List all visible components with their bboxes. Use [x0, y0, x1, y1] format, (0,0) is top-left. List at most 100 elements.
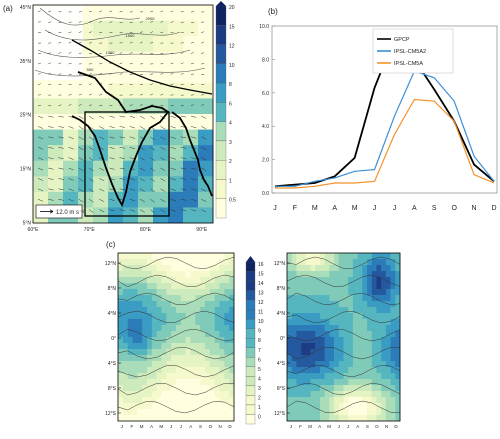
wind-vector — [88, 93, 92, 96]
field-cell — [153, 145, 169, 162]
field-cell — [219, 313, 225, 320]
field-cell — [142, 253, 148, 260]
field-cell — [205, 391, 211, 398]
field-cell — [205, 343, 211, 350]
field-cell — [48, 145, 64, 162]
field-cell — [229, 319, 235, 326]
wind-vector — [129, 62, 133, 65]
colorbar-segment — [245, 271, 256, 282]
field-cell — [151, 397, 157, 404]
field-cell — [357, 385, 363, 392]
wind-vector — [190, 178, 197, 181]
field-cell — [395, 319, 401, 326]
field-cell — [301, 415, 307, 422]
field-cell — [371, 253, 377, 260]
field-cell — [127, 337, 133, 344]
field-cell — [224, 361, 230, 368]
field-cell — [93, 98, 109, 115]
field-cell — [219, 355, 225, 362]
field-cell — [166, 373, 172, 380]
y-tick-label: 35°N — [20, 59, 32, 65]
x-tick-label: M — [327, 424, 331, 429]
field-cell — [127, 397, 133, 404]
field-cell — [123, 145, 139, 162]
field-cell — [329, 391, 335, 398]
field-cell — [205, 415, 211, 422]
field-cell — [229, 409, 235, 416]
colorbar-segment — [215, 63, 227, 84]
field-cell — [381, 319, 387, 326]
field-cell — [324, 295, 330, 302]
field-cell — [390, 397, 396, 404]
field-cell — [319, 337, 325, 344]
field-cell — [348, 253, 354, 260]
wind-vector — [170, 136, 176, 139]
field-cell — [195, 259, 201, 266]
field-cell — [214, 277, 220, 284]
field-cell — [224, 301, 230, 308]
field-cell — [224, 307, 230, 314]
field-cell — [151, 265, 157, 272]
field-cell — [310, 253, 316, 260]
wind-vector — [139, 178, 145, 182]
field-cell — [352, 325, 358, 332]
field-cell — [376, 265, 382, 272]
field-cell — [219, 409, 225, 416]
field-cell — [185, 325, 191, 332]
field-cell — [166, 367, 172, 374]
field-cell — [132, 409, 138, 416]
field-cell — [161, 289, 167, 296]
field-cell — [319, 259, 325, 266]
field-cell — [381, 391, 387, 398]
y-tick-label: 25°N — [20, 113, 32, 119]
wind-vector — [180, 73, 184, 75]
wind-vector — [58, 136, 64, 139]
field-cell — [324, 259, 330, 266]
field-cell — [190, 349, 196, 356]
wind-vector — [99, 188, 105, 192]
field-cell — [291, 409, 297, 416]
field-cell — [190, 379, 196, 386]
field-cell — [319, 265, 325, 272]
field-cell — [151, 403, 157, 410]
field-cell — [122, 289, 128, 296]
field-cell — [395, 289, 401, 296]
field-cell — [229, 367, 235, 374]
colorbar-tick-label: 15 — [258, 272, 264, 278]
field-cell — [180, 313, 186, 320]
field-cell — [229, 325, 235, 332]
field-cell — [334, 259, 340, 266]
field-cell — [161, 403, 167, 410]
wind-vector — [160, 209, 166, 213]
field-cell — [137, 367, 143, 374]
field-cell — [137, 259, 143, 266]
wind-vector — [78, 104, 82, 106]
field-cell — [138, 5, 154, 21]
field-cell — [291, 343, 297, 350]
colorbar-tick-label: 10 — [258, 319, 264, 325]
field-cell — [390, 361, 396, 368]
field-cell — [147, 409, 153, 416]
field-cell — [229, 391, 235, 398]
field-cell — [315, 409, 321, 416]
field-cell — [166, 331, 172, 338]
field-cell — [176, 385, 182, 392]
field-cell — [127, 313, 133, 320]
field-cell — [357, 265, 363, 272]
field-cell — [122, 415, 128, 422]
field-cell — [190, 373, 196, 380]
field-cell — [348, 325, 354, 332]
wind-vector — [190, 126, 197, 129]
field-cell — [324, 349, 330, 356]
field-cell — [171, 349, 177, 356]
field-cell — [156, 265, 162, 272]
field-cell — [352, 355, 358, 362]
field-cell — [183, 176, 199, 193]
contour-line — [117, 256, 235, 270]
wind-vector — [78, 21, 82, 23]
field-cell — [390, 289, 396, 296]
field-cell — [123, 82, 139, 99]
colorbar-segment — [245, 395, 256, 406]
